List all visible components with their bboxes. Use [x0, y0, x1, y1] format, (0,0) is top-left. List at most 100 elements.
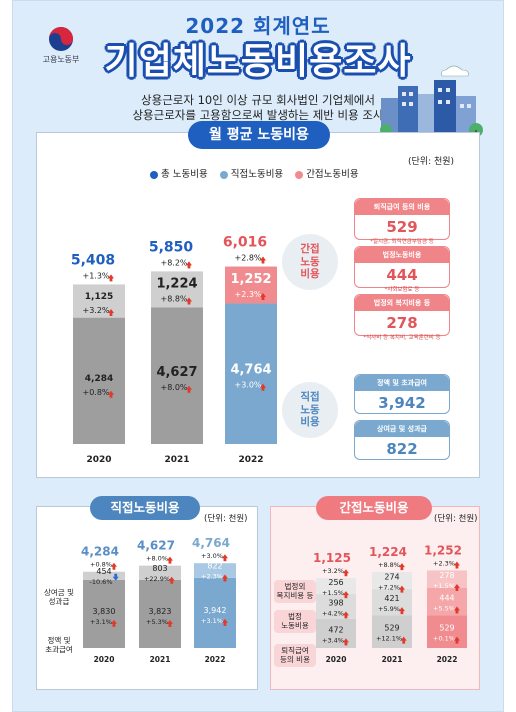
total-value-2020: 5,408 — [71, 252, 115, 268]
legend-direct-dot — [219, 170, 228, 179]
bonus-change-2021-arrow — [168, 576, 175, 584]
statutory-change-2020-arrow — [342, 611, 349, 619]
welfare-change-2021-label: +7.2% — [378, 584, 400, 592]
retirement-value-2022: 529 — [439, 624, 454, 633]
welfare-change-2022-label: +1.5% — [433, 582, 455, 590]
label-retirement: 퇴직급여 등의 비용 — [274, 644, 316, 667]
indirect-change-2020-label: +3.2% — [82, 306, 109, 315]
box-statutory-value: 444 — [386, 266, 418, 284]
bar-welfare-2020 — [316, 578, 356, 595]
bar-direct-2021 — [151, 307, 203, 444]
indirect-bubble-line-2: 노동 — [300, 255, 320, 268]
regular-change-2022-arrow — [221, 618, 228, 626]
box-retirement-value: 529 — [386, 218, 418, 236]
bar-bonus-2020 — [83, 571, 125, 580]
indirect-total-change-2020-arrow — [342, 569, 349, 577]
total-change-2020-arrow — [108, 274, 114, 282]
direct-bubble-line-3: 비용 — [300, 416, 320, 429]
bar-indirect-2021 — [151, 271, 203, 308]
bar-statutory-2020 — [316, 594, 356, 619]
welfare-value-2022: 278 — [439, 571, 454, 580]
welfare-change-2020-arrow — [342, 591, 349, 599]
direct-total-change-2020-arrow — [110, 562, 117, 570]
indirect-value-2021: 1,224 — [156, 276, 197, 291]
legend-total-label: 총 노동비용 — [161, 169, 208, 180]
direct-change-2020-arrow — [108, 390, 114, 398]
agency-logo: 고용노동부 — [38, 26, 84, 65]
retirement-change-2020-arrow — [342, 638, 349, 646]
box-welfare-note: *식사비 등 복지비, 교육훈련비 등 — [363, 335, 441, 341]
bar-regular-2022 — [194, 577, 236, 648]
direct-cost-pill: 직접노동비용 — [90, 496, 200, 520]
direct-change-2020-label: +0.8% — [82, 388, 109, 397]
box-welfare: 법정외 복지비용 등 278 *식사비 등 복지비, 교육훈련비 등 — [354, 294, 450, 341]
legend-direct: 직접노동비용 — [219, 166, 284, 180]
total-change-2022-arrow — [260, 256, 266, 264]
direct-bubble-line-2: 노동 — [300, 403, 320, 416]
direct-total-change-2021-arrow — [166, 556, 173, 564]
direct-bubble-line-1: 직접 — [300, 391, 320, 403]
bar-direct-2022 — [225, 303, 277, 444]
indirect-change-2021-label: +8.8% — [160, 294, 187, 303]
indirect-bubble-line-1: 간접 — [300, 243, 320, 255]
retirement-change-2022-label: +0.1% — [433, 635, 455, 643]
monthly-cost-pill: 월 평균 노동비용 — [188, 121, 330, 149]
legend-direct-label: 직접노동비용 — [230, 169, 284, 180]
indirect-bubble: 간접 노동 비용 — [282, 234, 338, 290]
retirement-change-2021-arrow — [400, 636, 407, 644]
label-statutory: 법정 노동비용 — [274, 610, 316, 633]
statutory-change-2022-label: +5.5% — [433, 604, 455, 612]
regular-change-2020-label: +3.1% — [90, 618, 112, 626]
statutory-change-2021-label: +5.9% — [378, 605, 400, 613]
regular-value-2020: 3,830 — [93, 607, 116, 616]
statutory-change-2022-arrow — [453, 606, 460, 614]
direct-change-2022-arrow — [260, 383, 266, 391]
statutory-value-2020: 398 — [328, 598, 343, 607]
direct-total-change-2020-label: +0.8% — [90, 561, 112, 569]
label-bonus: 상여금 및 성과급 — [42, 588, 76, 607]
direct-total-change-2021-label: +8.0% — [146, 555, 168, 563]
box-bonus-label: 상여금 및 성과급 — [355, 421, 449, 437]
main-stacked-bar-chart: 4,284 +0.8% 1,125 +3.2% 5,408 +1.3% 2020 4,627 +… — [71, 235, 277, 465]
indirect-change-2020-arrow — [108, 309, 114, 317]
bar-retirement-2020 — [316, 618, 356, 648]
agency-name: 고용노동부 — [42, 55, 80, 64]
label-statutory-text: 법정 노동비용 — [281, 612, 309, 631]
direct-stacked-bar-chart: 3,830 +3.1% 454 -10.6% 4,284 +0.8% 2020 3,823 +5… — [81, 536, 236, 664]
legend-indirect-dot — [295, 170, 304, 179]
statutory-value-2022: 444 — [439, 593, 454, 602]
bar-retirement-2022 — [427, 615, 467, 648]
label-welfare: 법정외 복지비용 등 — [274, 580, 316, 603]
bar-statutory-2022 — [427, 587, 467, 616]
bar-statutory-2021 — [372, 589, 412, 616]
welfare-value-2020: 256 — [328, 578, 343, 587]
legend-indirect: 간접노동비용 — [295, 166, 359, 180]
regular-value-2022: 3,942 — [204, 606, 227, 615]
left-x-tick-2021: 2021 — [150, 655, 171, 664]
indirect-total-change-2022-arrow — [453, 561, 460, 569]
subtitle-line-2: 상용근로자를 고용함으로써 발생하는 제반 비용 조사 — [132, 108, 384, 122]
direct-total-2021: 4,627 — [137, 539, 175, 553]
total-change-2021-label: +8.2% — [160, 258, 187, 267]
label-regular-pay-text: 정액 및 초과급여 — [45, 636, 73, 655]
box-welfare-value: 278 — [386, 314, 418, 332]
indirect-value-2020: 1,125 — [85, 292, 113, 302]
bar-indirect-2022 — [225, 266, 277, 304]
direct-value-2020: 4,284 — [85, 374, 113, 384]
regular-change-2022-label: +3.1% — [201, 617, 223, 625]
welfare-change-2021-arrow — [398, 585, 405, 593]
direct-change-2021-label: +8.0% — [160, 383, 187, 392]
total-change-2020-label: +1.3% — [82, 271, 109, 280]
welfare-value-2021: 274 — [384, 573, 399, 582]
welfare-change-2022-arrow — [453, 584, 460, 592]
indirect-value-2022: 1,252 — [230, 272, 271, 287]
statutory-change-2020-label: +4.2% — [322, 609, 344, 617]
bar-bonus-2022 — [194, 563, 236, 578]
indirect-total-change-2022-label: +2.3% — [433, 559, 455, 567]
left-x-tick-2020: 2020 — [94, 655, 115, 664]
regular-change-2021-arrow — [166, 619, 173, 627]
direct-unit-label: (단위: 천원) — [204, 514, 248, 524]
city-buildings-icon — [380, 65, 483, 139]
indirect-total-2022: 1,252 — [424, 543, 462, 557]
direct-total-change-2022-arrow — [221, 554, 228, 562]
